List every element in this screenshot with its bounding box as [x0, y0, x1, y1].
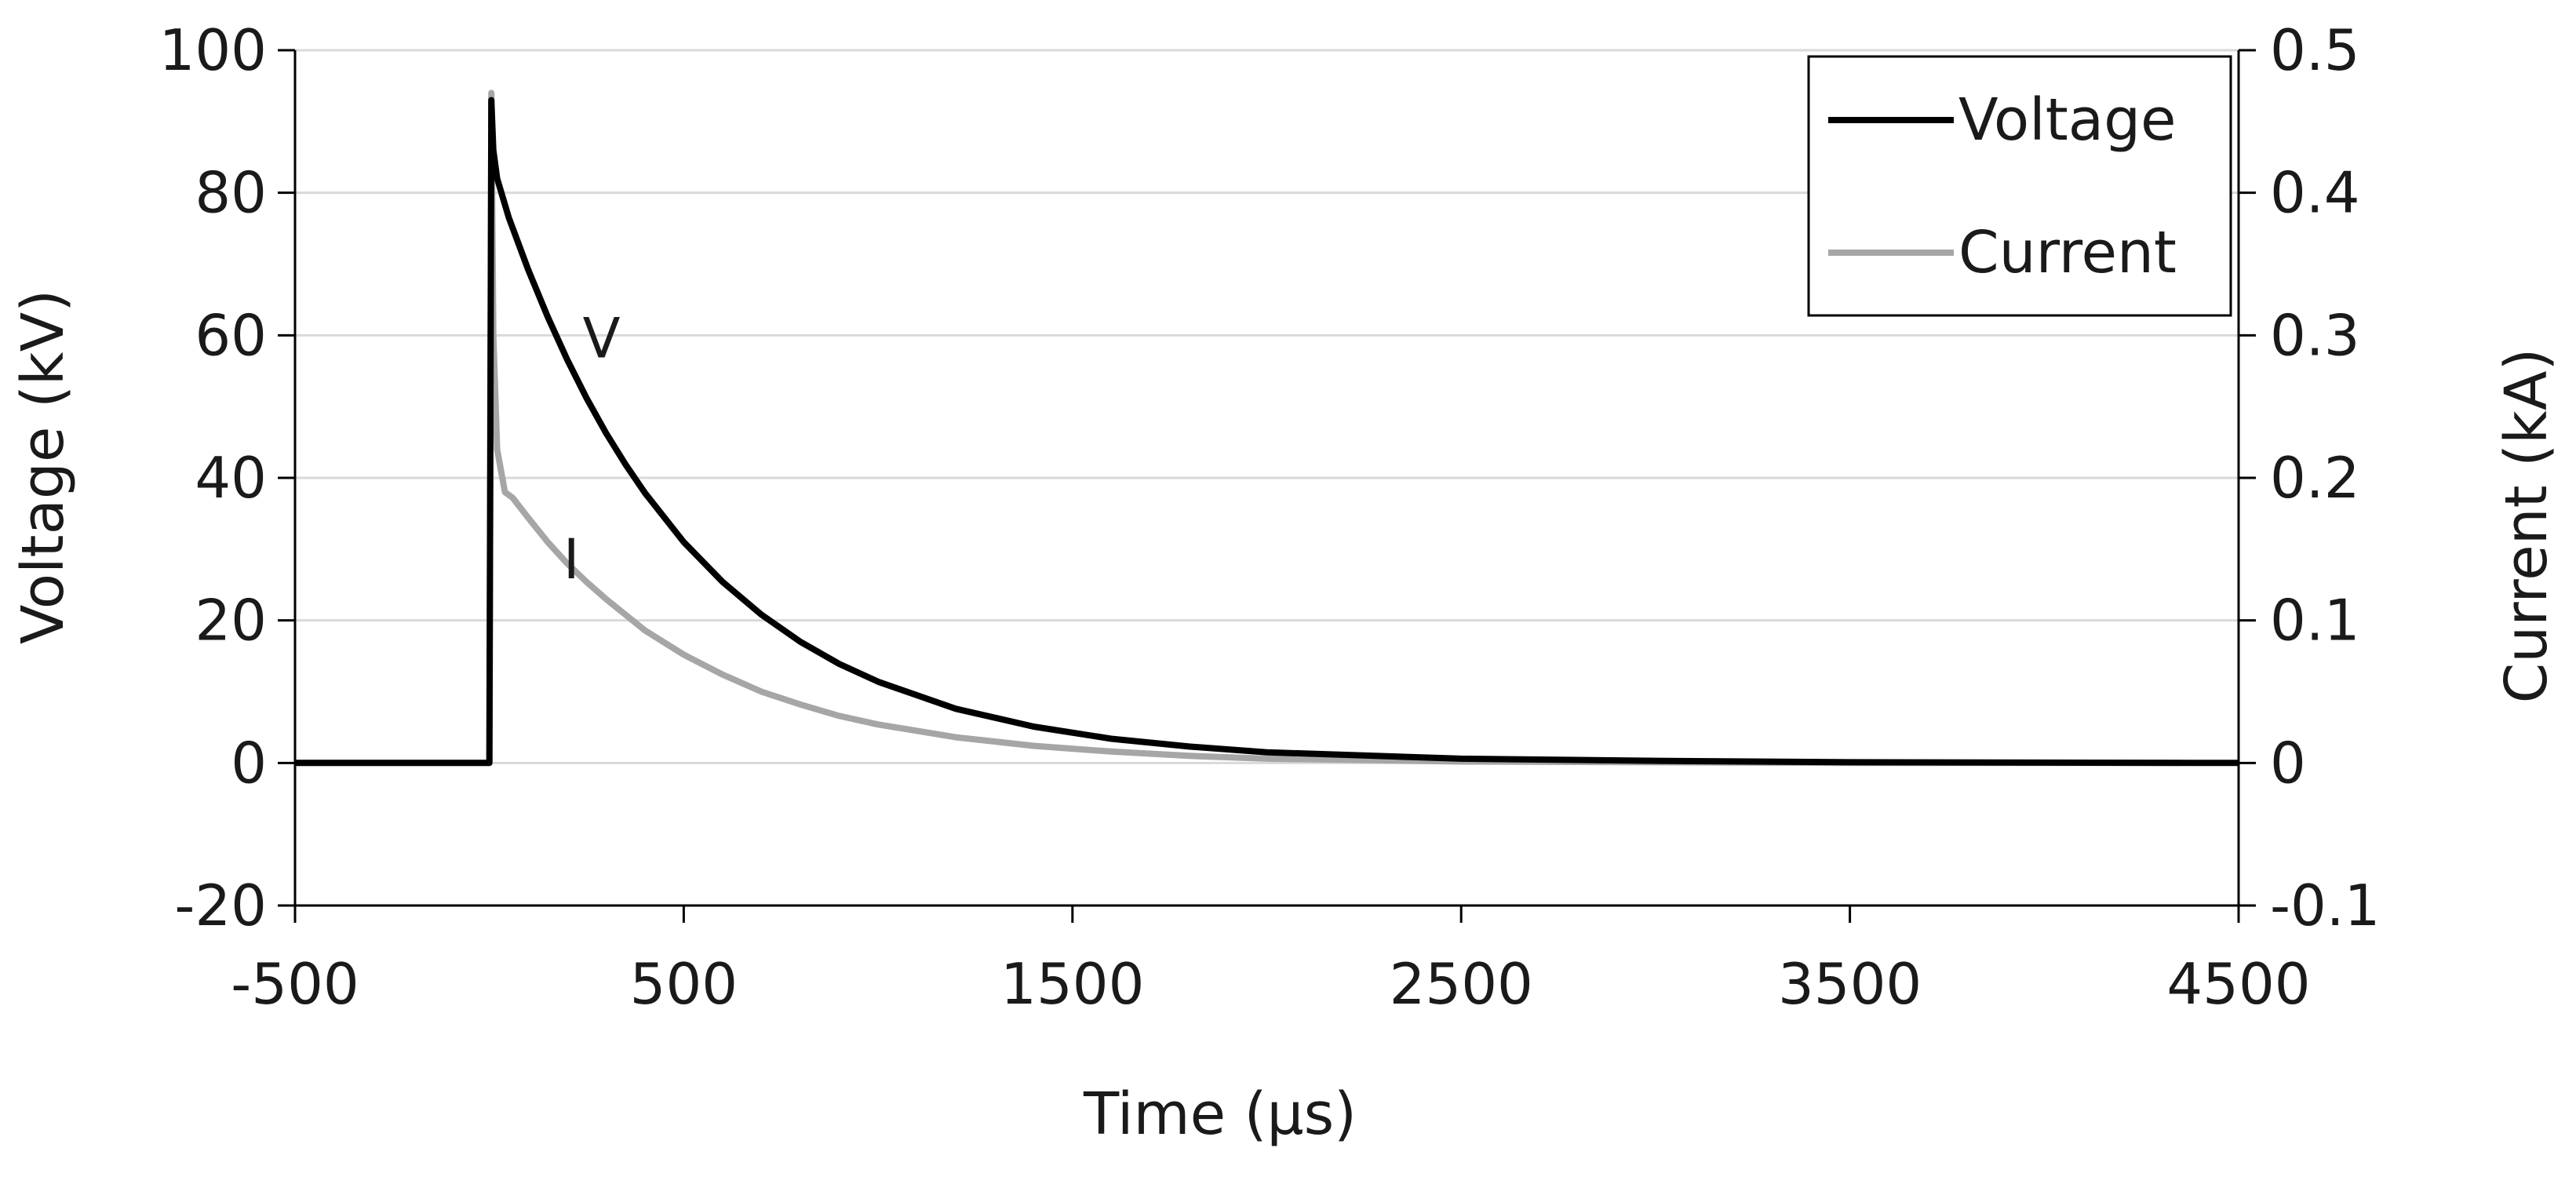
x-tick-label-4: 3500 — [1778, 951, 1922, 1017]
y-tick-label-3: 40 — [195, 445, 267, 511]
y-tick-label-5: 80 — [195, 160, 267, 226]
series-label-current: I — [563, 527, 580, 592]
series-layer: VI — [295, 89, 2239, 767]
y2-tick-label-5: 0.4 — [2270, 160, 2360, 226]
y-tick-label-2: 20 — [195, 588, 267, 654]
y-tick-label-6: 100 — [159, 17, 267, 83]
tick-labels: -20 0 20 40 60 80 100 -0.1 0 0.1 0.2 0.3 0.4 0.5 -500 5… — [159, 17, 2381, 1017]
x-axis-title: Time (µs) — [1083, 1080, 1357, 1148]
y-axis-title-right: Current (kA) — [2493, 348, 2560, 704]
x-tick-label-0: -500 — [231, 951, 359, 1017]
legend-label-current: Current — [1958, 219, 2177, 286]
series-line-current — [295, 89, 2181, 767]
series-label-voltage: V — [583, 306, 621, 370]
x-tick-label-3: 2500 — [1390, 951, 1533, 1017]
x-tick-label-1: 500 — [630, 951, 738, 1017]
y2-tick-label-3: 0.2 — [2270, 445, 2360, 511]
axes — [278, 49, 2256, 923]
y2-tick-label-4: 0.3 — [2270, 302, 2360, 368]
y2-tick-label-1: 0 — [2270, 730, 2306, 796]
y-axis-title-left: Voltage (kV) — [9, 290, 77, 644]
legend: Voltage Current — [1807, 55, 2232, 317]
series-line-voltage — [295, 97, 2239, 767]
y-tick-label-0: -20 — [174, 873, 267, 938]
legend-label-voltage: Voltage — [1958, 86, 2177, 154]
y-tick-label-4: 60 — [195, 302, 267, 368]
y-tick-label-1: 0 — [231, 730, 267, 796]
gridlines — [295, 49, 2239, 907]
y2-tick-label-6: 0.5 — [2270, 17, 2360, 83]
legend-box — [1807, 55, 2232, 317]
x-tick-label-2: 1500 — [1000, 951, 1144, 1017]
x-tick-label-5: 4500 — [2166, 951, 2310, 1017]
y2-tick-label-2: 0.1 — [2270, 588, 2360, 654]
y2-tick-label-0: -0.1 — [2270, 873, 2380, 938]
